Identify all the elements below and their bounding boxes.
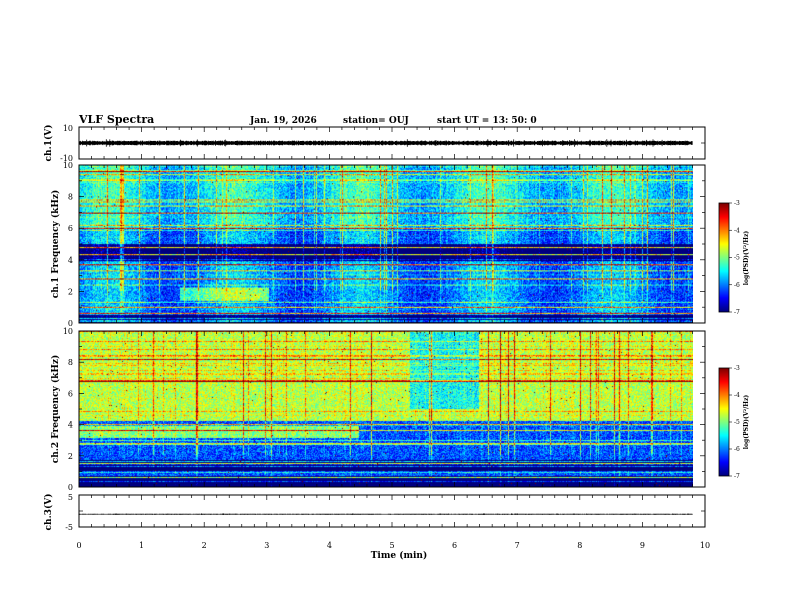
freq-tick-label: 6 bbox=[68, 224, 73, 233]
colorbar-tick-label: -5 bbox=[734, 255, 740, 262]
ch2-colorbar: -3 -4 -5 -6 -7 log(PSD)(V²/Hz) bbox=[718, 365, 750, 480]
ch1-freq-ticks: 0 2 4 6 8 10 bbox=[63, 161, 705, 328]
ch1-colorbar-gradient bbox=[719, 203, 729, 312]
colorbar-tick-label: -4 bbox=[734, 392, 740, 399]
freq-tick-label: 2 bbox=[68, 287, 73, 296]
freq-tick-label: 0 bbox=[68, 483, 73, 492]
ch1-ytick-top: 10 bbox=[63, 124, 73, 133]
freq-tick-label: 8 bbox=[68, 193, 73, 202]
x-tick-label: 7 bbox=[515, 541, 520, 550]
figure-title: VLF Spectra bbox=[78, 113, 154, 126]
ch3-waveform-line bbox=[78, 513, 693, 515]
colorbar-tick-label: -3 bbox=[734, 200, 740, 207]
ch1-spectrogram-panel: 0 2 4 6 8 10 ch.1 Frequency (kHz) bbox=[50, 161, 706, 328]
colorbar-tick-label: -5 bbox=[734, 419, 740, 426]
freq-tick-label: 10 bbox=[63, 161, 73, 170]
date-label: Jan. 19, 2026 bbox=[249, 116, 317, 126]
ch1-waveform-ylabel: ch.1(V) bbox=[43, 125, 54, 162]
ch2-spectrogram-panel: 0 2 4 6 8 10 ch.2 Frequency (kHz) bbox=[50, 327, 706, 492]
ch3-ytick-bottom: -5 bbox=[65, 523, 73, 532]
ch1-waveform-line bbox=[78, 139, 693, 147]
ch2-spectrogram-ylabel: ch.2 Frequency (kHz) bbox=[50, 355, 61, 464]
x-tick-label: 0 bbox=[76, 541, 81, 550]
ch2-colorbar-ticks: -3 -4 -5 -6 -7 bbox=[729, 365, 740, 480]
ch1-spectrogram-ylabel: ch.1 Frequency (kHz) bbox=[50, 190, 61, 299]
time-axis-labels: 0 1 2 3 4 5 6 7 8 9 10 bbox=[76, 541, 710, 550]
x-tick-label: 8 bbox=[577, 541, 582, 550]
ch3-waveform-ylabel: ch.3(V) bbox=[43, 494, 54, 531]
x-tick-label: 4 bbox=[327, 541, 332, 550]
colorbar-tick-label: -3 bbox=[734, 365, 740, 372]
freq-tick-label: 10 bbox=[63, 327, 73, 336]
freq-tick-label: 8 bbox=[68, 358, 73, 367]
colorbar-tick-label: -7 bbox=[734, 473, 740, 480]
freq-tick-label: 4 bbox=[68, 256, 73, 265]
ch1-colorbar: -3 -4 -5 -6 -7 log(PSD)(V²/Hz) bbox=[718, 200, 750, 316]
colorbar-tick-label: -7 bbox=[734, 309, 740, 316]
x-tick-label: 9 bbox=[640, 541, 645, 550]
colorbar-tick-label: -6 bbox=[734, 446, 740, 453]
freq-tick-label: 2 bbox=[68, 452, 73, 461]
start-ut-label: start UT = 13: 50: 0 bbox=[437, 116, 537, 126]
time-axis-label: Time (min) bbox=[371, 550, 428, 561]
ch2-colorbar-gradient bbox=[719, 368, 729, 476]
x-tick-label: 3 bbox=[264, 541, 269, 550]
station-label: station= OUJ bbox=[343, 116, 409, 126]
x-tick-label: 1 bbox=[139, 541, 144, 550]
x-tick-label: 2 bbox=[202, 541, 207, 550]
ch1-ytick-bottom: -10 bbox=[60, 154, 73, 163]
freq-tick-label: 4 bbox=[68, 421, 73, 430]
colorbar-tick-label: -6 bbox=[734, 282, 740, 289]
ch2-colorbar-label: log(PSD)(V²/Hz) bbox=[743, 395, 750, 450]
ch3-ytick-top: 5 bbox=[68, 493, 73, 502]
freq-tick-label: 0 bbox=[68, 319, 73, 328]
ch1-colorbar-ticks: -3 -4 -5 -6 -7 bbox=[729, 200, 740, 316]
ch1-waveform-panel: 10 -10 ch.1(V) bbox=[43, 124, 706, 163]
ch2-freq-ticks: 0 2 4 6 8 10 bbox=[63, 327, 705, 492]
x-tick-label: 10 bbox=[700, 541, 710, 550]
ch1-spectrogram-image bbox=[79, 165, 693, 323]
time-axis-ticks bbox=[78, 127, 706, 527]
x-tick-label: 5 bbox=[389, 541, 394, 550]
freq-tick-label: 6 bbox=[68, 389, 73, 398]
ch1-colorbar-label: log(PSD)(V²/Hz) bbox=[743, 231, 750, 286]
ch2-spectrogram-image bbox=[79, 331, 693, 487]
ch3-waveform-panel: 5 -5 ch.3(V) bbox=[43, 493, 706, 532]
colorbar-tick-label: -4 bbox=[734, 227, 740, 234]
x-tick-label: 6 bbox=[452, 541, 457, 550]
